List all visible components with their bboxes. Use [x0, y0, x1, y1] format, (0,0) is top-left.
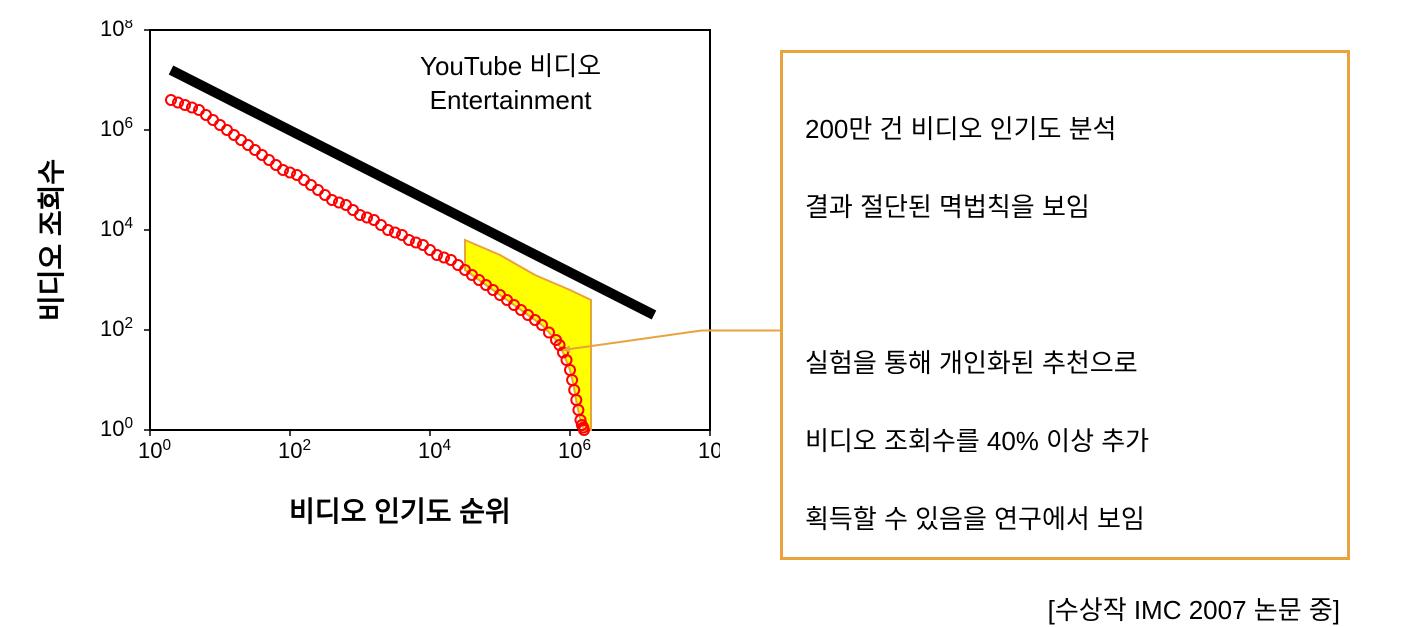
svg-text:106: 106 [558, 437, 591, 464]
svg-text:104: 104 [418, 437, 451, 464]
main-container: 비디오 조회수 100 102 104 106 108 100 102 104 106 108 Y… [20, 20, 1387, 627]
citation: [수상작 IMC 2007 논문 중] [780, 590, 1350, 627]
x-axis-label: 비디오 인기도 순위 [80, 490, 720, 530]
svg-text:100: 100 [100, 415, 133, 442]
chart-svg: 100 102 104 106 108 100 102 104 106 108 [80, 20, 720, 480]
chart-title-line2: Entertainment [430, 85, 592, 115]
svg-text:102: 102 [278, 437, 311, 464]
chart-title: YouTube 비디오 Entertainment [420, 50, 601, 118]
chart-title-line1: YouTube 비디오 [420, 51, 601, 81]
svg-text:108: 108 [100, 20, 133, 41]
annotation-line4: 실험을 통해 개인화된 추천으로 [805, 348, 1138, 378]
annotation-line6: 획득할 수 있음을 연구에서 보임 [805, 504, 1145, 534]
annotation-line1: 200만 건 비디오 인기도 분석 [805, 114, 1116, 144]
annotation-area: 200만 건 비디오 인기도 분석 결과 절단된 멱법칙을 보임 실험을 통해 … [780, 50, 1350, 627]
svg-text:104: 104 [100, 215, 133, 242]
svg-text:108: 108 [698, 437, 720, 464]
chart-area: 비디오 조회수 100102104106108100102104106108 Y… [80, 20, 720, 530]
annotation-line5: 비디오 조회수를 40% 이상 추가 [805, 426, 1149, 456]
y-axis-label: 비디오 조회수 [30, 140, 70, 340]
annotation-box: 200만 건 비디오 인기도 분석 결과 절단된 멱법칙을 보임 실험을 통해 … [780, 50, 1350, 560]
svg-text:106: 106 [100, 115, 133, 142]
annotation-line2: 결과 절단된 멱법칙을 보임 [805, 192, 1090, 222]
svg-text:100: 100 [138, 437, 171, 464]
svg-text:102: 102 [100, 315, 133, 342]
